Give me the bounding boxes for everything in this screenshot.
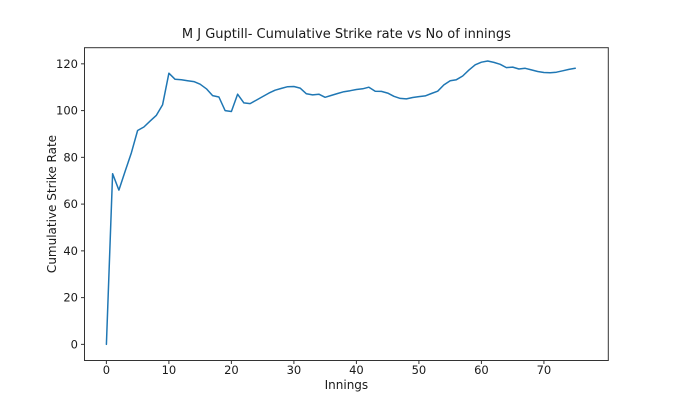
x-tick-label: 20 [224, 363, 239, 377]
chart-title: M J Guptill- Cumulative Strike rate vs N… [182, 27, 511, 42]
y-axis-label: Cumulative Strike Rate [45, 135, 59, 273]
x-tick-label: 10 [162, 363, 177, 377]
x-tick-label: 70 [537, 363, 552, 377]
x-tick-label: 40 [349, 363, 364, 377]
y-tick-label: 40 [63, 244, 78, 258]
data-line-cumulative-strike-rate [105, 60, 576, 346]
x-tick-label: 0 [103, 363, 110, 377]
x-axis-label: Innings [325, 378, 369, 392]
plot-area [84, 47, 609, 361]
x-tick-label: 60 [474, 363, 489, 377]
x-tick-label: 50 [412, 363, 427, 377]
y-tick-label: 100 [56, 104, 78, 118]
y-tick-label: 0 [71, 337, 78, 351]
y-tick-label: 60 [63, 197, 78, 211]
y-tick-label: 20 [63, 291, 78, 305]
y-axis-ticks: 0 20 40 60 80 100 120 [56, 57, 85, 351]
y-tick-label: 80 [63, 150, 78, 164]
x-tick-label: 30 [287, 363, 302, 377]
x-axis-ticks: 0 10 20 30 40 50 60 70 [103, 360, 552, 377]
y-tick-label: 120 [56, 57, 78, 71]
